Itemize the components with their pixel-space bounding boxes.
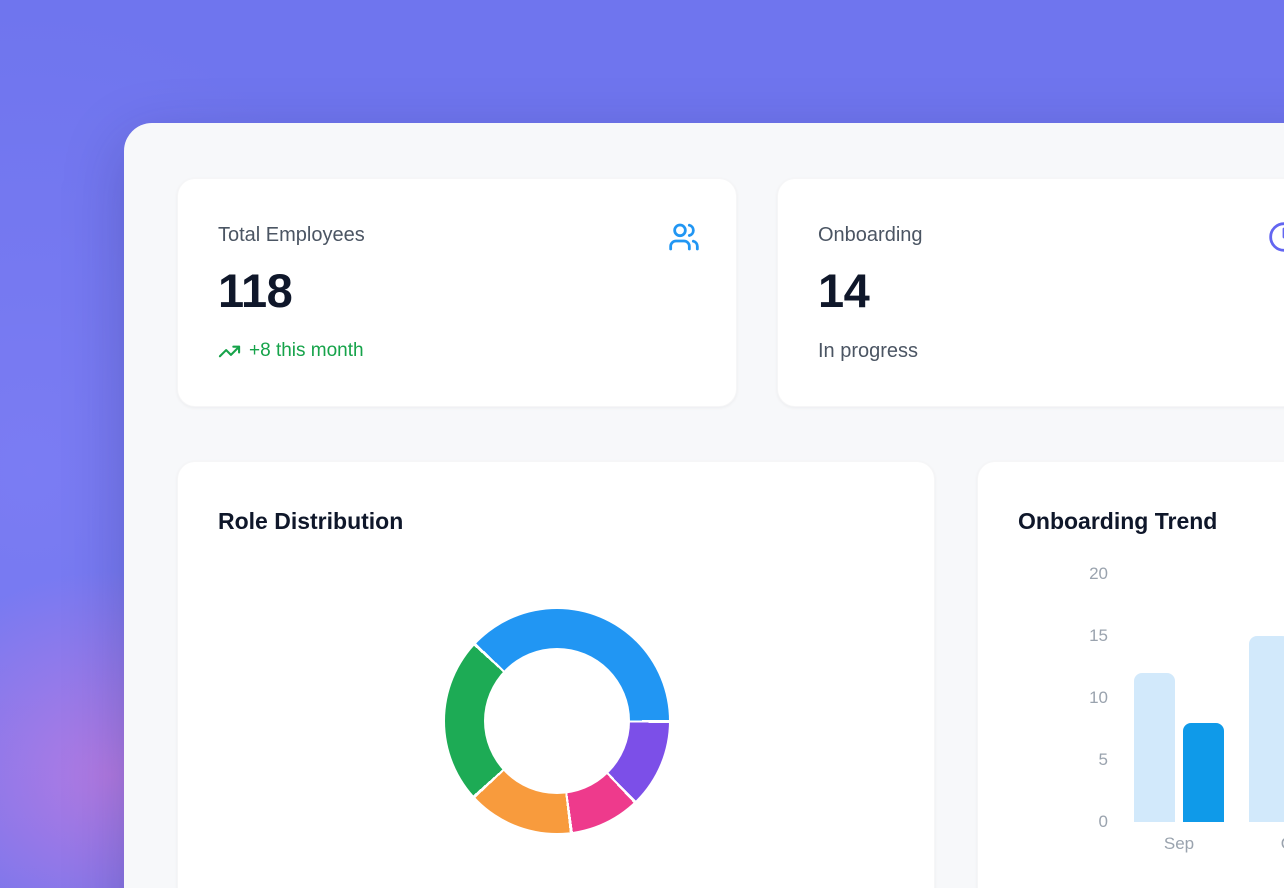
dark-blue-series-bar[interactable] <box>1183 722 1224 822</box>
users-icon <box>668 221 700 253</box>
light-blue-series-bar[interactable] <box>1249 636 1284 822</box>
bar-chart[interactable]: 0 5 10 15 20 Sep Oct <box>978 462 1284 888</box>
card-title: Onboarding Trend <box>1018 508 1218 534</box>
role-distribution-card: Role Distribution <box>177 461 935 888</box>
card-title: Role Distribution <box>218 508 404 534</box>
stat-label: Total Employees <box>218 224 365 246</box>
clock-icon <box>1268 221 1284 253</box>
stat-label: Onboarding <box>818 224 923 246</box>
y-axis-tick-label: 15 <box>1089 626 1108 645</box>
stat-delta-text: +8 this month <box>249 340 364 361</box>
donut-chart[interactable] <box>445 609 669 833</box>
dashboard-panel: Total Employees 118 +8 this month Onboar… <box>124 123 1284 888</box>
total-employees-card: Total Employees 118 +8 this month <box>177 178 737 407</box>
stat-value: 14 <box>818 264 870 317</box>
onboarding-card: Onboarding 14 In progress <box>777 178 1284 407</box>
y-axis-tick-label: 5 <box>1098 750 1108 769</box>
onboarding-trend-card: Onboarding Trend 0 5 10 15 20 Sep Oct <box>977 461 1284 888</box>
stat-sublabel: In progress <box>818 340 919 362</box>
x-axis-label: Sep <box>1163 834 1195 853</box>
stat-value: 118 <box>218 264 293 317</box>
donut-hole <box>484 648 630 794</box>
trending-up-icon <box>218 340 241 363</box>
stat-delta: +8 this month <box>218 339 364 363</box>
y-axis-tick-label: 10 <box>1089 688 1108 707</box>
y-axis-tick-label: 20 <box>1089 564 1108 583</box>
light-blue-series-bar[interactable] <box>1134 673 1175 822</box>
y-axis-tick-label: 0 <box>1098 812 1108 831</box>
x-axis-label: Oct <box>1249 834 1284 854</box>
